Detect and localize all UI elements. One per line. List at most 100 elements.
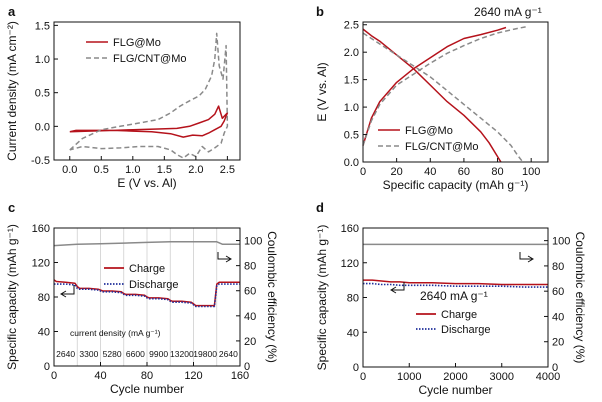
y2-tick-label: 0 — [552, 362, 558, 374]
y2-tick-label: 20 — [244, 336, 256, 348]
y2-tick-label: 40 — [552, 311, 564, 323]
density-step: 19800 — [193, 349, 217, 359]
ce-arrow-head — [225, 255, 232, 263]
y2-tick-label: 80 — [244, 261, 256, 273]
y2-tick-label: 100 — [244, 236, 262, 248]
x-tick-label: 20 — [391, 166, 403, 178]
series-line — [69, 32, 229, 159]
cap-arrow — [392, 282, 405, 291]
y-tick-label: 160 — [32, 223, 50, 235]
y-tick-label: 120 — [32, 258, 50, 270]
x-tick-label: 0.5 — [94, 164, 109, 176]
y-tick-label: 1.5 — [344, 75, 359, 87]
x-tick-label: 2.5 — [220, 164, 235, 176]
series-line — [363, 282, 548, 288]
x-axis-label: Specific capacity (mAh g⁻¹) — [383, 178, 529, 192]
legend-label: Discharge — [129, 279, 179, 291]
x-tick-label: 40 — [424, 166, 436, 178]
y-tick-label: 0.5 — [344, 130, 359, 142]
y-tick-label: 80 — [38, 292, 50, 304]
y-tick-label: 0.0 — [35, 121, 50, 133]
series-line — [363, 279, 548, 286]
y-tick-label: 40 — [347, 327, 359, 339]
density-step: 9900 — [149, 349, 168, 359]
series-line — [53, 241, 240, 247]
y-tick-label: 80 — [347, 293, 359, 305]
x-tick-label: 1.5 — [157, 164, 172, 176]
x-tick-label: 2000 — [443, 371, 467, 383]
y2-tick-label: 0 — [244, 361, 250, 373]
x-tick-label: 60 — [458, 166, 470, 178]
y-tick-label: 1.0 — [35, 54, 50, 66]
y-axis-label: E (V vs. Al) — [315, 62, 329, 121]
legend-label: FLG/CNT@Mo — [405, 141, 479, 153]
x-axis-label: E (V vs. Al) — [117, 176, 176, 190]
x-tick-label: 120 — [184, 370, 202, 382]
y2-tick-label: 40 — [244, 311, 256, 323]
density-step: 3300 — [79, 349, 98, 359]
plot-frame — [53, 21, 241, 161]
y-tick-label: 0.0 — [344, 157, 359, 169]
ce-arrow-head — [527, 255, 534, 263]
x-tick-label: 4000 — [536, 371, 560, 383]
y-axis-label: Specific capacity (mAh g⁻¹) — [5, 224, 19, 370]
y-tick-label: -0.5 — [31, 155, 50, 167]
y-tick-label: 2.0 — [344, 47, 359, 59]
cap-arrow — [62, 285, 75, 295]
y2-axis-label: Coulombic efficiency (%) — [573, 232, 587, 364]
legend-label: Discharge — [441, 324, 491, 336]
y2-tick-label: 100 — [552, 236, 570, 248]
legend-label: FLG@Mo — [405, 125, 453, 137]
legend-label: Charge — [441, 309, 477, 321]
x-axis-label: Cycle number — [418, 383, 492, 397]
y-axis-label: Current density (mA cm⁻²) — [5, 21, 19, 161]
cap-arrow-head — [60, 290, 67, 298]
y-tick-label: 160 — [341, 223, 359, 235]
x-tick-label: 0 — [51, 370, 57, 382]
x-tick-label: 1000 — [397, 371, 421, 383]
y-axis-label: Specific capacity (mAh g⁻¹) — [315, 225, 329, 371]
y-tick-label: 40 — [38, 327, 50, 339]
series-line — [362, 28, 502, 163]
x-tick-label: 80 — [141, 370, 153, 382]
y2-tick-label: 60 — [244, 286, 256, 298]
x-tick-label: 160 — [231, 370, 249, 382]
panel-label: d — [316, 200, 324, 215]
series-line — [362, 25, 528, 146]
x-tick-label: 2.0 — [188, 164, 203, 176]
annotation: 2640 mA g⁻¹ — [474, 5, 542, 19]
y-tick-label: 120 — [341, 258, 359, 270]
density-step: 13200 — [170, 349, 194, 359]
y2-tick-label: 20 — [552, 337, 564, 349]
panel-c: c0 40 80 120 16004080120160020406080100Cycle… — [5, 200, 279, 396]
panel-b: b 0 20 40 60 80 100 0.0 0.5 1.0 1.5 2.0 2.5 Specific … — [315, 4, 549, 192]
cap-arrow-head — [390, 286, 397, 294]
density-step: 2640 — [56, 349, 75, 359]
y-tick-label: 1.0 — [344, 102, 359, 114]
density-step: 6600 — [126, 349, 145, 359]
y2-tick-label: 60 — [552, 286, 564, 298]
ce-arrow — [519, 252, 532, 260]
series-line — [69, 105, 229, 138]
series-line — [53, 279, 240, 307]
panel-label: a — [8, 4, 16, 19]
density-step: 2640 — [219, 349, 238, 359]
panel-a: a0.0 0.5 1.0 1.5 2.0 2.5-0.50.00.51.01.5E (V … — [5, 4, 241, 190]
series-line — [362, 32, 524, 163]
x-tick-label: 0 — [360, 371, 366, 383]
x-tick-label: 0 — [360, 166, 366, 178]
panel-d: d0 1000 2000 3000 40000408012016002040608010… — [315, 200, 587, 397]
density-step: 5280 — [103, 349, 122, 359]
y-tick-label: 2.5 — [344, 20, 359, 32]
y-tick-label: 0.5 — [35, 88, 50, 100]
ce-arrow — [217, 252, 230, 260]
panel-label: b — [316, 4, 324, 19]
y2-tick-label: 80 — [552, 261, 564, 273]
series-line — [362, 26, 507, 146]
x-tick-label: 0.0 — [62, 164, 77, 176]
y-tick-label: 0 — [44, 361, 50, 373]
y-tick-label: 1.5 — [35, 20, 50, 32]
annotation: 2640 mA g⁻¹ — [420, 289, 488, 303]
x-tick-label: 3000 — [490, 371, 514, 383]
